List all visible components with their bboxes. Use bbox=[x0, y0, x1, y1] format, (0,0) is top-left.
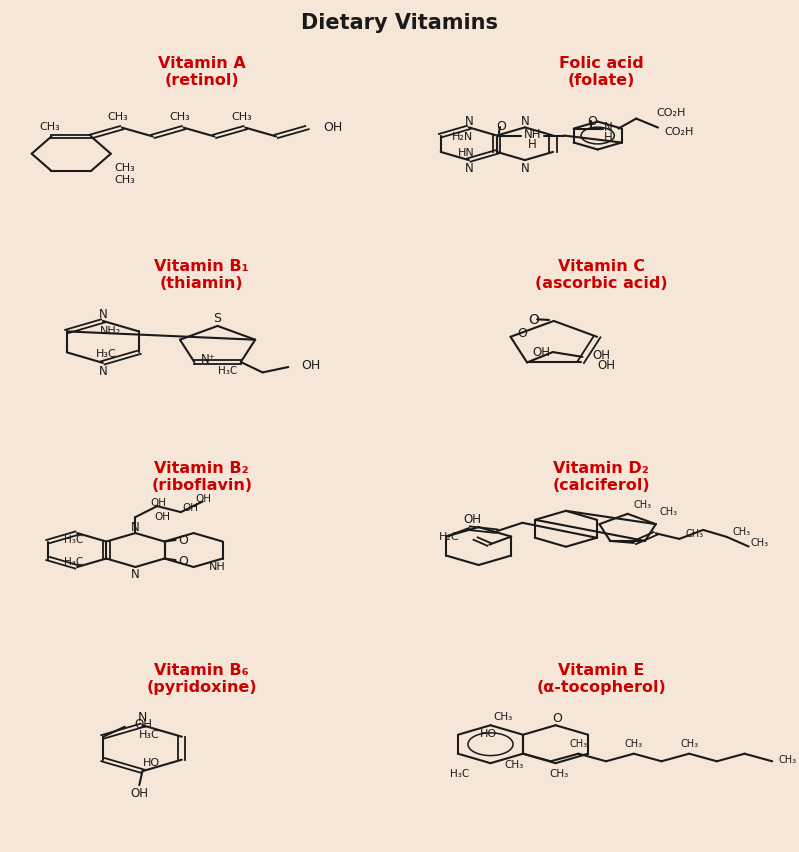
Text: S: S bbox=[213, 312, 221, 325]
Text: OH: OH bbox=[323, 121, 342, 134]
Text: H₂N: H₂N bbox=[452, 131, 473, 141]
Text: O: O bbox=[528, 313, 539, 326]
Text: N: N bbox=[131, 567, 140, 581]
Text: OH: OH bbox=[301, 359, 320, 371]
Text: CO₂H: CO₂H bbox=[657, 108, 686, 118]
Text: (retinol): (retinol) bbox=[165, 73, 239, 89]
Text: (ascorbic acid): (ascorbic acid) bbox=[535, 275, 667, 291]
Text: H₃C: H₃C bbox=[139, 729, 160, 740]
Text: N: N bbox=[604, 121, 613, 135]
Text: OH: OH bbox=[532, 346, 550, 359]
Text: N: N bbox=[98, 365, 107, 378]
Text: H₃C: H₃C bbox=[64, 556, 83, 567]
Text: H: H bbox=[604, 130, 613, 143]
Text: Vitamin E: Vitamin E bbox=[558, 662, 645, 677]
Text: N: N bbox=[131, 520, 140, 533]
Text: (riboflavin): (riboflavin) bbox=[151, 477, 252, 492]
Text: (pyridoxine): (pyridoxine) bbox=[146, 679, 257, 694]
Text: CH₃: CH₃ bbox=[39, 123, 60, 132]
Text: OH: OH bbox=[463, 512, 482, 525]
Text: N: N bbox=[464, 115, 473, 128]
Text: O: O bbox=[178, 555, 189, 567]
Text: Vitamin D₂: Vitamin D₂ bbox=[554, 460, 649, 475]
Text: CH₃: CH₃ bbox=[549, 769, 568, 778]
Text: HO: HO bbox=[480, 728, 497, 739]
Text: (calciferol): (calciferol) bbox=[552, 477, 650, 492]
Text: Vitamin B₂: Vitamin B₂ bbox=[154, 460, 249, 475]
Text: CH₃: CH₃ bbox=[750, 538, 769, 547]
Text: CO₂H: CO₂H bbox=[664, 127, 694, 137]
Text: CH₃: CH₃ bbox=[733, 527, 751, 536]
Text: O: O bbox=[496, 119, 506, 133]
Text: O: O bbox=[553, 711, 562, 724]
Text: O: O bbox=[518, 326, 527, 339]
Text: N: N bbox=[521, 115, 529, 128]
Text: NH: NH bbox=[209, 561, 225, 572]
Text: OH: OH bbox=[597, 358, 615, 371]
Text: H₂C: H₂C bbox=[439, 531, 459, 541]
Text: O: O bbox=[178, 533, 189, 546]
Text: CH₃: CH₃ bbox=[494, 711, 513, 721]
Text: CH₃: CH₃ bbox=[115, 176, 136, 185]
Text: CH₃: CH₃ bbox=[680, 739, 698, 748]
Text: OH: OH bbox=[135, 717, 153, 730]
Text: (α-tocopherol): (α-tocopherol) bbox=[536, 679, 666, 694]
Text: NH₂: NH₂ bbox=[100, 326, 121, 336]
Text: H₃C: H₃C bbox=[218, 366, 237, 375]
Text: CH₃: CH₃ bbox=[634, 499, 652, 509]
Text: O: O bbox=[587, 114, 597, 128]
Text: H₃C: H₃C bbox=[450, 768, 469, 778]
Text: Vitamin C: Vitamin C bbox=[558, 258, 645, 273]
Text: OH: OH bbox=[150, 498, 166, 508]
Text: N: N bbox=[464, 162, 473, 175]
Text: H₃C: H₃C bbox=[97, 349, 117, 359]
Text: OH: OH bbox=[183, 503, 199, 513]
Text: Vitamin A: Vitamin A bbox=[158, 56, 245, 72]
Text: N⁺: N⁺ bbox=[201, 352, 216, 366]
Text: HO: HO bbox=[143, 757, 160, 767]
Text: NH: NH bbox=[523, 128, 541, 141]
Text: OH: OH bbox=[154, 511, 170, 521]
Text: HN: HN bbox=[459, 147, 475, 158]
Text: H: H bbox=[528, 138, 537, 151]
Text: CH₃: CH₃ bbox=[659, 506, 678, 516]
Text: CH₃: CH₃ bbox=[505, 759, 524, 769]
Text: Vitamin B₁: Vitamin B₁ bbox=[154, 258, 249, 273]
Text: CH₃: CH₃ bbox=[686, 529, 703, 538]
Text: OH: OH bbox=[592, 348, 610, 361]
Text: CH₃: CH₃ bbox=[778, 754, 797, 764]
Text: CH₃: CH₃ bbox=[169, 112, 190, 122]
Text: Dietary Vitamins: Dietary Vitamins bbox=[301, 14, 498, 33]
Text: (folate): (folate) bbox=[567, 73, 635, 89]
Text: CH₃: CH₃ bbox=[570, 739, 587, 748]
Text: CH₃: CH₃ bbox=[231, 112, 252, 122]
Text: N: N bbox=[137, 711, 147, 723]
Text: Folic acid: Folic acid bbox=[559, 56, 644, 72]
Text: N: N bbox=[521, 162, 529, 175]
Text: CH₃: CH₃ bbox=[108, 112, 129, 122]
Text: CH₃: CH₃ bbox=[115, 163, 136, 172]
Text: OH: OH bbox=[196, 493, 212, 503]
Text: N: N bbox=[98, 308, 107, 320]
Text: CH₃: CH₃ bbox=[625, 739, 643, 748]
Text: (thiamin): (thiamin) bbox=[160, 275, 244, 291]
Text: H₃C: H₃C bbox=[64, 534, 83, 544]
Text: OH: OH bbox=[130, 786, 149, 799]
Text: Vitamin B₆: Vitamin B₆ bbox=[154, 662, 249, 677]
